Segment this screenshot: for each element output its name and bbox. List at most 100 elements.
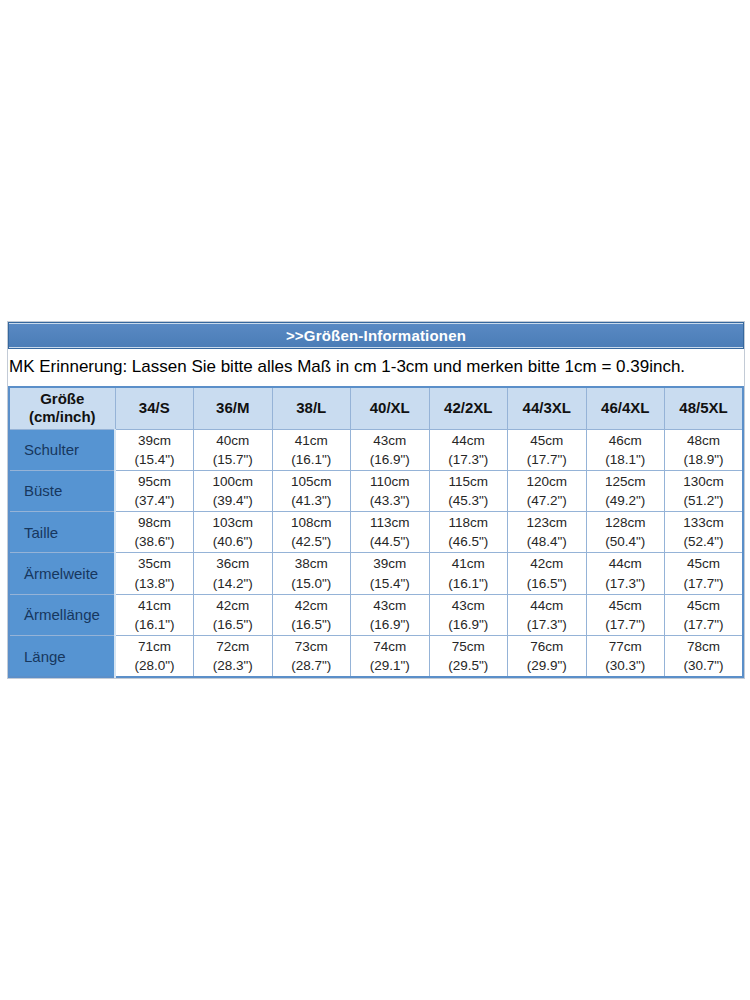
measurement-inch: (28.7") [273, 656, 351, 675]
measurement-inch: (17.7") [587, 615, 665, 634]
measurement-cell: 78cm(30.7") [665, 636, 744, 678]
measurement-inch: (15.0") [273, 574, 351, 593]
measurement-row: Ärmelweite35cm(13.8")36cm(14.2")38cm(15.… [9, 553, 743, 594]
measurement-cell: 41cm(16.1") [115, 594, 194, 635]
measurement-cell: 39cm(15.4") [115, 429, 194, 470]
measurement-inch: (14.2") [194, 574, 272, 593]
measurement-inch: (16.5") [194, 615, 272, 634]
measurement-cell: 44cm(17.3") [586, 553, 665, 594]
measurement-cm: 71cm [116, 637, 193, 656]
measurement-inch: (44.5") [351, 532, 429, 551]
measurement-inch: (18.9") [665, 450, 742, 469]
size-column-header: 38/L [272, 387, 351, 429]
measurement-inch: (16.1") [430, 574, 508, 593]
measurement-cm: 41cm [430, 554, 508, 573]
measurement-inch: (16.5") [273, 615, 351, 634]
measurement-inch: (51.2") [665, 491, 742, 510]
measurement-cell: 42cm(16.5") [508, 553, 587, 594]
size-table-body: Schulter39cm(15.4")40cm(15.7")41cm(16.1"… [9, 429, 743, 677]
measurement-row: Taille98cm(38.6")103cm(40.6")108cm(42.5"… [9, 512, 743, 553]
measurement-cell: 103cm(40.6") [194, 512, 273, 553]
measurement-cell: 42cm(16.5") [272, 594, 351, 635]
measurement-cell: 36cm(14.2") [194, 553, 273, 594]
measurement-cm: 133cm [665, 513, 742, 532]
measurement-cm: 48cm [665, 431, 742, 450]
measurement-cell: 38cm(15.0") [272, 553, 351, 594]
measurement-inch: (17.3") [430, 450, 508, 469]
size-column-header: 48/5XL [665, 387, 744, 429]
measurement-cm: 39cm [116, 431, 193, 450]
measurement-cell: 71cm(28.0") [115, 636, 194, 678]
measurement-cm: 110cm [351, 472, 429, 491]
measurement-cm: 77cm [587, 637, 665, 656]
measurement-inch: (28.0") [116, 656, 193, 675]
measurement-cm: 44cm [508, 596, 586, 615]
measurement-cm: 38cm [273, 554, 351, 573]
measurement-inch: (48.4") [508, 532, 586, 551]
measurement-cell: 43cm(16.9") [429, 594, 508, 635]
measurement-inch: (16.9") [351, 450, 429, 469]
size-column-header: 44/3XL [508, 387, 587, 429]
measurement-inch: (16.9") [430, 615, 508, 634]
measurement-inch: (29.1") [351, 656, 429, 675]
measurement-cell: 42cm(16.5") [194, 594, 273, 635]
measurement-cm: 41cm [273, 431, 351, 450]
measurement-row-label: Länge [9, 636, 115, 678]
measurement-row-label: Ärmellänge [9, 594, 115, 635]
measurement-cell: 44cm(17.3") [429, 429, 508, 470]
measurement-cm: 42cm [273, 596, 351, 615]
measurement-inch: (29.5") [430, 656, 508, 675]
measurement-cell: 115cm(45.3") [429, 470, 508, 511]
measurement-inch: (43.3") [351, 491, 429, 510]
measurement-cm: 108cm [273, 513, 351, 532]
measurement-cell: 72cm(28.3") [194, 636, 273, 678]
measurement-cm: 43cm [351, 596, 429, 615]
measurement-row-label: Büste [9, 470, 115, 511]
measurement-inch: (15.7") [194, 450, 272, 469]
measurement-cm: 125cm [587, 472, 665, 491]
measurement-inch: (16.1") [273, 450, 351, 469]
measurement-cm: 98cm [116, 513, 193, 532]
measurement-cell: 45cm(17.7") [665, 594, 744, 635]
measurement-cm: 130cm [665, 472, 742, 491]
measurement-cm: 103cm [194, 513, 272, 532]
measurement-cell: 110cm(43.3") [351, 470, 430, 511]
measurement-cell: 40cm(15.7") [194, 429, 273, 470]
measurement-inch: (30.3") [587, 656, 665, 675]
measurement-cell: 130cm(51.2") [665, 470, 744, 511]
measurement-cell: 39cm(15.4") [351, 553, 430, 594]
corner-header: Größe (cm/inch) [9, 387, 115, 429]
corner-header-line1: Größe [40, 390, 84, 407]
measurement-inch: (52.4") [665, 532, 742, 551]
measurement-cell: 41cm(16.1") [429, 553, 508, 594]
measurement-cell: 44cm(17.3") [508, 594, 587, 635]
measurement-cm: 128cm [587, 513, 665, 532]
measurement-cm: 45cm [665, 554, 742, 573]
measurement-inch: (17.7") [665, 615, 742, 634]
size-column-header: 46/4XL [586, 387, 665, 429]
size-column-header: 42/2XL [429, 387, 508, 429]
size-info-title: >>Größen-Informationen [8, 322, 744, 349]
measurement-cm: 42cm [194, 596, 272, 615]
size-column-header: 40/XL [351, 387, 430, 429]
measurement-cell: 43cm(16.9") [351, 429, 430, 470]
measurement-cell: 48cm(18.9") [665, 429, 744, 470]
measurement-row-label: Taille [9, 512, 115, 553]
measurement-cell: 73cm(28.7") [272, 636, 351, 678]
measurement-cm: 100cm [194, 472, 272, 491]
measurement-cm: 42cm [508, 554, 586, 573]
measurement-cell: 128cm(50.4") [586, 512, 665, 553]
measurement-inch: (45.3") [430, 491, 508, 510]
measurement-cell: 45cm(17.7") [586, 594, 665, 635]
measurement-inch: (49.2") [587, 491, 665, 510]
measurement-cm: 75cm [430, 637, 508, 656]
measurement-cm: 120cm [508, 472, 586, 491]
measurement-cm: 36cm [194, 554, 272, 573]
measurement-inch: (29.9") [508, 656, 586, 675]
measurement-cm: 74cm [351, 637, 429, 656]
measurement-inch: (16.1") [116, 615, 193, 634]
measurement-cm: 95cm [116, 472, 193, 491]
size-table: Größe (cm/inch) 34/S36/M38/L40/XL42/2XL4… [8, 386, 744, 678]
measurement-cm: 123cm [508, 513, 586, 532]
measurement-cm: 113cm [351, 513, 429, 532]
